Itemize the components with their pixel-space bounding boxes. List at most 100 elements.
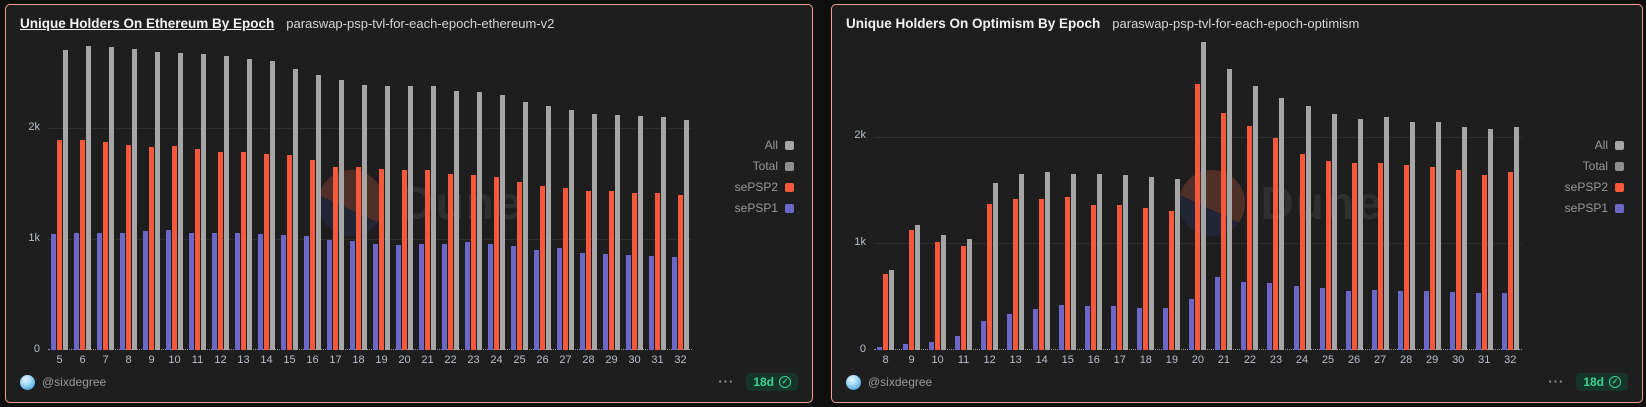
all-bar[interactable] [500,95,505,350]
all-bar[interactable] [339,79,344,350]
sepsp2-bar[interactable] [1507,171,1513,350]
sepsp2-bar[interactable] [1065,197,1071,350]
sepsp1-bar[interactable] [419,243,424,350]
sepsp2-bar[interactable] [540,185,545,350]
all-bar[interactable] [967,238,973,350]
bar-group-epoch-5[interactable]: 5 [51,39,68,366]
bar-group-epoch-25[interactable]: 25 [1319,39,1337,366]
sepsp2-bar[interactable] [126,144,131,350]
bar-group-epoch-17[interactable]: 17 [327,39,344,366]
bar-group-epoch-26[interactable]: 26 [1345,39,1363,366]
bar-group-epoch-22[interactable]: 22 [442,39,459,366]
all-bar[interactable] [615,115,620,350]
bar-group-epoch-27[interactable]: 27 [557,39,574,366]
all-bar[interactable] [1461,127,1467,350]
all-bar[interactable] [1513,127,1519,350]
bar-group-epoch-30[interactable]: 30 [1449,39,1467,366]
bar-group-epoch-6[interactable]: 6 [74,39,91,366]
chart-title[interactable]: Unique Holders On Ethereum By Epoch [20,16,275,31]
all-bar[interactable] [546,106,551,350]
all-bar[interactable] [132,48,137,350]
sepsp1-bar[interactable] [258,233,263,350]
sepsp2-bar[interactable] [1169,210,1175,350]
sepsp2-bar[interactable] [961,245,967,350]
bar-group-epoch-20[interactable]: 20 [1189,39,1207,366]
sepsp2-bar[interactable] [80,139,85,350]
bar-group-epoch-23[interactable]: 23 [1267,39,1285,366]
bar-group-epoch-24[interactable]: 24 [1293,39,1311,366]
sepsp1-bar[interactable] [51,234,56,350]
bar-group-epoch-21[interactable]: 21 [1215,39,1233,366]
all-bar[interactable] [638,116,643,350]
sepsp1-bar[interactable] [304,236,309,350]
sepsp1-bar[interactable] [626,255,631,350]
sepsp1-bar[interactable] [1085,306,1091,350]
bar-group-epoch-16[interactable]: 16 [304,39,321,366]
chart-subtitle-query-link[interactable]: paraswap-psp-tvl-for-each-epoch-ethereum… [286,16,555,31]
all-bar[interactable] [1201,42,1207,350]
sepsp1-bar[interactable] [1501,292,1507,350]
all-bar[interactable] [293,68,298,350]
bar-group-epoch-25[interactable]: 25 [511,39,528,366]
all-bar[interactable] [1227,68,1233,350]
legend-item-sepsp1[interactable]: sePSP1 [1565,201,1624,215]
sepsp1-bar[interactable] [1371,289,1377,350]
bar-group-epoch-16[interactable]: 16 [1085,39,1103,366]
all-bar[interactable] [1045,171,1051,350]
sepsp1-bar[interactable] [1475,292,1481,350]
sepsp1-bar[interactable] [189,232,194,350]
all-bar[interactable] [569,109,574,350]
sepsp2-bar[interactable] [172,145,177,350]
sepsp1-bar[interactable] [281,235,286,350]
sepsp2-bar[interactable] [264,153,269,350]
sepsp2-bar[interactable] [1091,204,1097,350]
chart-title[interactable]: Unique Holders On Optimism By Epoch [846,16,1101,31]
all-bar[interactable] [1097,173,1103,350]
bar-group-epoch-12[interactable]: 12 [981,39,999,366]
sepsp1-bar[interactable] [488,244,493,350]
sepsp2-bar[interactable] [1429,167,1435,350]
bar-group-epoch-13[interactable]: 13 [1007,39,1025,366]
bar-group-epoch-18[interactable]: 18 [350,39,367,366]
sepsp2-bar[interactable] [1325,161,1331,350]
legend-item-all[interactable]: All [1595,138,1624,152]
more-options-button[interactable]: ··· [1548,374,1565,389]
bar-group-epoch-20[interactable]: 20 [396,39,413,366]
sepsp1-bar[interactable] [442,244,447,350]
all-bar[interactable] [63,50,68,350]
sepsp2-bar[interactable] [678,194,683,350]
bar-group-epoch-32[interactable]: 32 [672,39,689,366]
sepsp2-bar[interactable] [1455,169,1461,350]
sepsp1-bar[interactable] [557,248,562,350]
sepsp1-bar[interactable] [166,230,171,350]
bar-group-epoch-24[interactable]: 24 [488,39,505,366]
sepsp2-bar[interactable] [1247,126,1253,350]
chart-subtitle-query-link[interactable]: paraswap-psp-tvl-for-each-epoch-optimism [1112,16,1360,31]
bar-group-epoch-19[interactable]: 19 [1163,39,1181,366]
all-bar[interactable] [684,119,689,350]
all-bar[interactable] [1279,98,1285,350]
sepsp1-bar[interactable] [97,233,102,350]
sepsp2-bar[interactable] [1377,163,1383,350]
bar-group-epoch-14[interactable]: 14 [258,39,275,366]
author-link[interactable]: @sixdegree [20,374,106,390]
sepsp1-bar[interactable] [1163,307,1169,350]
all-bar[interactable] [477,91,482,350]
legend-item-total[interactable]: Total [753,159,794,173]
sepsp2-bar[interactable] [287,154,292,350]
sepsp1-bar[interactable] [1267,283,1273,350]
all-bar[interactable] [915,224,921,350]
sepsp1-bar[interactable] [212,233,217,350]
sepsp2-bar[interactable] [609,191,614,350]
all-bar[interactable] [1305,105,1311,350]
all-bar[interactable] [1331,114,1337,350]
sepsp2-bar[interactable] [987,203,993,350]
sepsp2-bar[interactable] [310,160,315,350]
sepsp2-bar[interactable] [471,174,476,350]
bar-group-epoch-31[interactable]: 31 [1475,39,1493,366]
bar-group-epoch-28[interactable]: 28 [580,39,597,366]
all-bar[interactable] [523,101,528,350]
sepsp2-bar[interactable] [1143,207,1149,350]
bar-group-epoch-8[interactable]: 8 [120,39,137,366]
all-bar[interactable] [661,117,666,350]
